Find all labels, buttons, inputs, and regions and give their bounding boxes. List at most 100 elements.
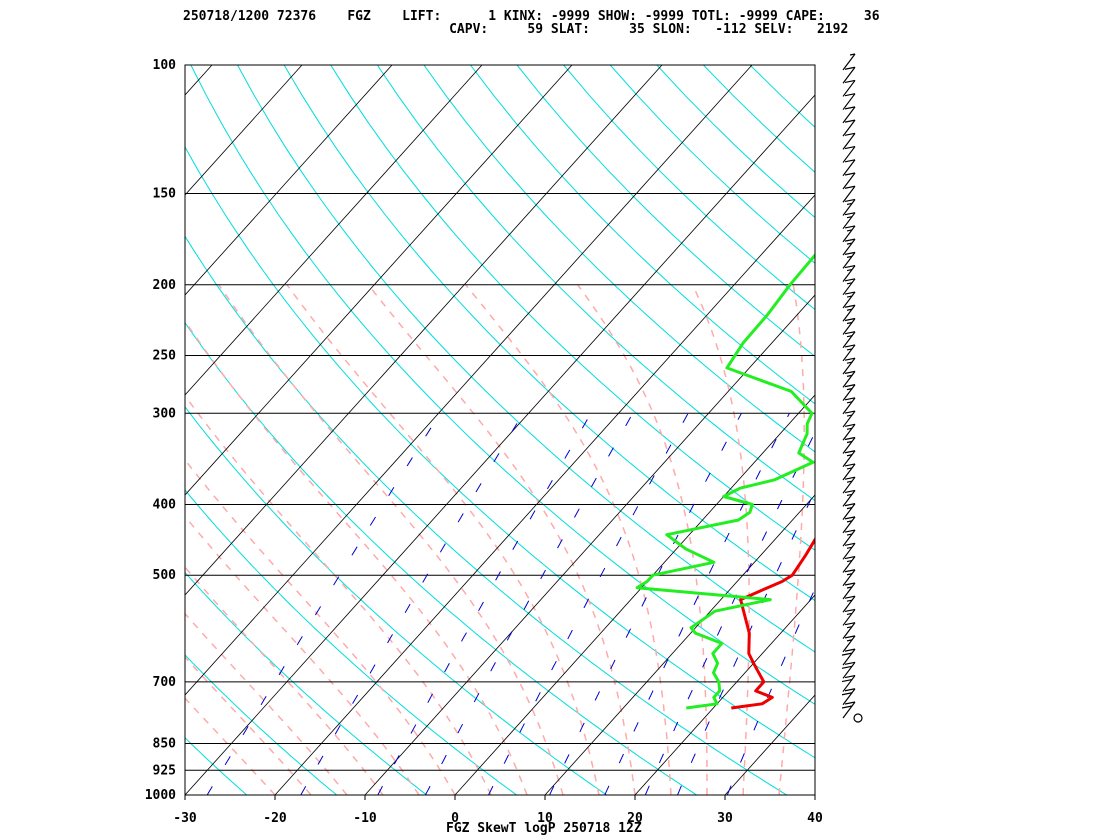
- pressure-tick-label: 200: [153, 278, 177, 293]
- wind-barb: [842, 555, 856, 573]
- wind-barb-half: [846, 242, 853, 245]
- moist-adiabat: [778, 284, 805, 795]
- wind-barb-staff: [842, 397, 856, 415]
- isotherm: [0, 65, 32, 795]
- wind-barb-staff: [842, 159, 856, 177]
- wind-barb-half: [846, 321, 853, 325]
- wind-barb: [842, 53, 856, 71]
- wind-barb-flag: [844, 476, 856, 480]
- wind-barb-flag: [844, 489, 856, 493]
- temperature-tick-label: -20: [263, 811, 287, 826]
- wind-barbs: [841, 53, 863, 723]
- wind-barb-staff: [842, 199, 856, 216]
- wind-barb-half: [846, 559, 853, 563]
- moist-adiabat: [185, 612, 348, 795]
- pressure-tick-label: 250: [153, 348, 177, 363]
- dry-adiabat: [330, 65, 815, 551]
- wind-barb-flag: [844, 119, 856, 123]
- wind-barb-half: [846, 295, 853, 298]
- dry-adiabat: [237, 65, 815, 653]
- wind-barb-staff: [842, 582, 856, 600]
- wind-barb-flag: [844, 265, 856, 269]
- wind-barb-staff: [842, 622, 856, 640]
- dry-adiabat: [563, 65, 815, 311]
- wind-barb-staff: [842, 331, 856, 349]
- wind-barb-flag: [844, 225, 856, 229]
- wind-barb-staff: [842, 675, 856, 692]
- moist-adiabat: [367, 284, 636, 795]
- wind-barb: [842, 622, 856, 640]
- wind-barb: [842, 172, 856, 190]
- isotherm: [185, 65, 663, 596]
- wind-barb-staff: [842, 225, 856, 243]
- wind-barb-staff: [842, 80, 856, 97]
- wind-barb: [842, 569, 856, 587]
- wind-barb-staff: [842, 701, 856, 719]
- dry-adiabat: [185, 737, 248, 795]
- isotherm: [364, 294, 815, 795]
- wind-barb: [842, 238, 856, 256]
- wind-barb-staff: [842, 238, 856, 256]
- wind-barb: [842, 463, 856, 481]
- wind-barb-half: [846, 348, 853, 351]
- wind-barb-staff: [842, 119, 856, 137]
- wind-barb-flag: [844, 159, 856, 163]
- wind-barb-flag: [844, 622, 856, 626]
- mixing-ratio-line: [424, 413, 634, 795]
- wind-barb-flag: [844, 463, 856, 467]
- wind-barb-half: [846, 335, 853, 338]
- temperature-tick-label: -30: [173, 811, 197, 826]
- wind-barb: [842, 291, 856, 309]
- wind-barb-staff: [842, 53, 856, 71]
- wind-barb-staff: [842, 93, 856, 111]
- isotherm: [185, 65, 483, 396]
- wind-barb-flag: [844, 304, 856, 308]
- wind-barb-flag: [844, 595, 856, 599]
- wind-barb-half: [846, 440, 853, 444]
- pressure-tick-label: 300: [153, 406, 177, 421]
- wind-barb: [842, 251, 856, 269]
- moist-adiabat: [185, 319, 528, 795]
- isotherm: [185, 65, 753, 696]
- wind-barb-half: [846, 467, 853, 470]
- wind-barb-staff: [842, 384, 856, 401]
- pressure-tick-label: 150: [153, 187, 177, 202]
- wind-barb-half: [846, 533, 853, 536]
- wind-barb: [842, 132, 856, 150]
- moist-adiabat: [691, 284, 750, 795]
- wind-barb: [842, 304, 856, 322]
- wind-barb-half: [846, 507, 853, 510]
- dry-adiabat: [516, 65, 815, 357]
- wind-barb: [842, 529, 856, 547]
- wind-barb: [842, 145, 856, 163]
- wind-barb-flag: [844, 529, 856, 533]
- wind-barb: [842, 265, 856, 282]
- wind-barb: [842, 489, 856, 507]
- wind-barb: [841, 661, 856, 679]
- wind-barb-flag: [844, 106, 856, 110]
- background-lines: [0, 65, 815, 795]
- isotherm: [634, 594, 815, 795]
- wind-barb: [842, 79, 856, 97]
- wind-barb-staff: [842, 252, 856, 269]
- dry-adiabat: [470, 65, 815, 405]
- wind-barb-half: [846, 573, 853, 576]
- wind-barb-flag: [844, 582, 856, 586]
- wind-barb-flag: [844, 608, 856, 613]
- temperature-tick-label: -10: [353, 811, 377, 826]
- wind-barb: [842, 370, 856, 388]
- wind-barb-staff: [842, 132, 856, 150]
- wind-barb-staff: [842, 66, 856, 84]
- isotherm: [544, 494, 815, 795]
- dry-adiabat: [609, 65, 815, 264]
- profiles: [635, 252, 815, 710]
- wind-barb-staff: [842, 357, 856, 375]
- wind-barb-half: [846, 599, 853, 602]
- wind-barb-staff: [842, 688, 856, 706]
- wind-barb-flag: [844, 198, 856, 203]
- pressure-tick-label: 700: [153, 675, 177, 690]
- wind-barb-flag: [844, 185, 856, 189]
- dry-adiabat: [185, 489, 517, 795]
- isotherm: [454, 394, 815, 795]
- pressure-tick-label: 500: [153, 568, 177, 583]
